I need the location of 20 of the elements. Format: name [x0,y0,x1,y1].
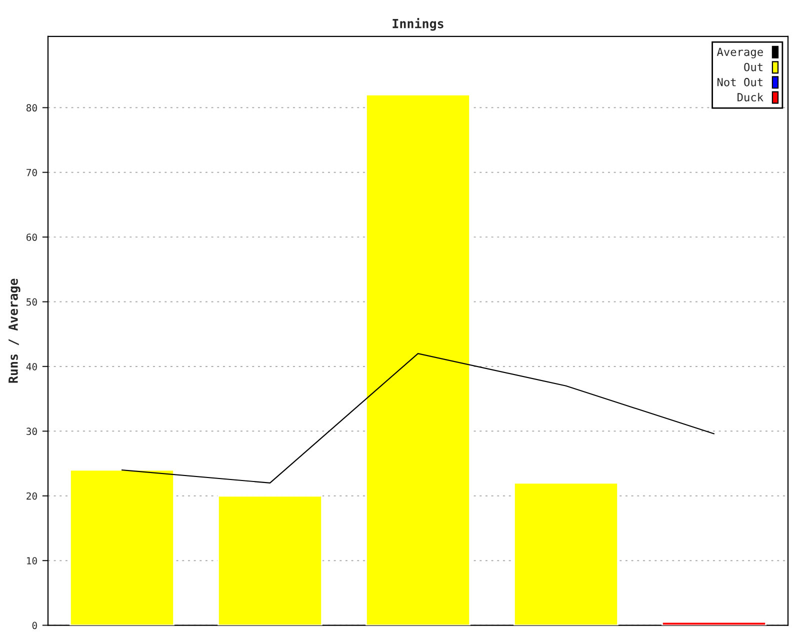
y-tick-label: 80 [26,104,37,112]
legend-label: Not Out [717,78,762,86]
y-tick-label: 60 [26,234,37,241]
y-axis-title: Runs / Average [8,278,20,383]
bar [514,482,618,626]
bar [70,469,174,626]
chart-title: Innings [392,18,444,31]
y-tick-label: 70 [26,168,37,176]
y-tick-label: 40 [26,362,37,370]
y-tick-label: 30 [26,428,37,436]
bar [366,94,470,626]
y-tick-label: 20 [26,492,37,500]
y-tick-label: 0 [32,622,37,630]
line-series [121,352,715,484]
bar [218,495,322,626]
legend-label: Out [744,62,762,72]
legend-label: Duck [738,92,764,102]
y-tick-label: 50 [26,298,37,306]
legend-label: Average [716,48,763,58]
y-tick-label: 10 [27,557,37,564]
